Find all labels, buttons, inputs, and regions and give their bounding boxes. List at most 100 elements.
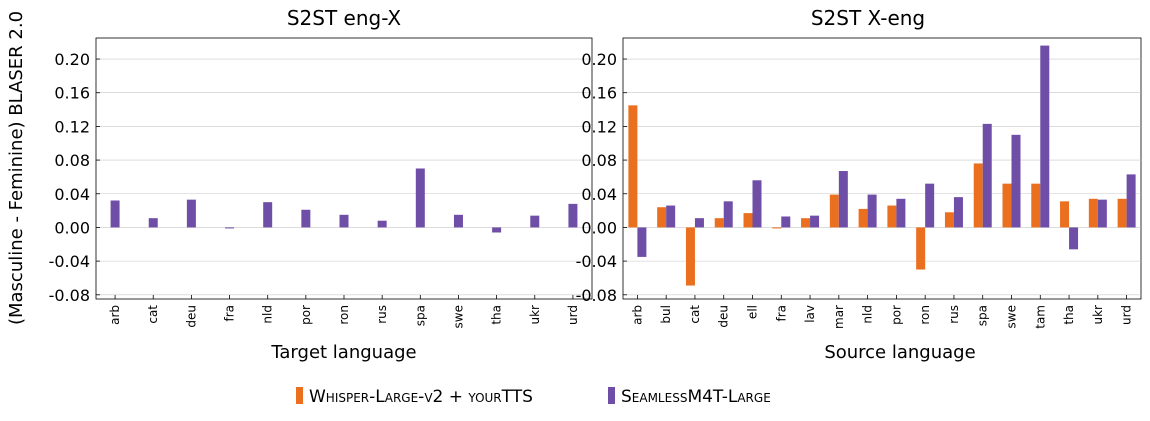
plot-area: -0.08 -0.04 0.00 0.04 0.08 0.12 0.16 0.20 arb bul…	[576, 45, 1141, 329]
bar	[887, 205, 897, 228]
bar	[810, 215, 820, 228]
bar	[1097, 199, 1107, 228]
plot-area: -0.08 -0.04 0.00 0.04 0.08 0.12 0.16 0.20 arb cat…	[49, 50, 592, 328]
chart-eng-x: S2ST eng-X -0.08 -0.04 0.00 0.04 0.08 0.12 0.1…	[49, 6, 593, 363]
bar	[1069, 227, 1079, 250]
bar	[568, 203, 578, 228]
bar	[772, 227, 782, 229]
y-tick-label: 0.00	[54, 218, 90, 237]
x-tick-label: lav	[803, 305, 817, 323]
y-tick-label: 0.00	[581, 218, 617, 237]
legend: Whisper-Large-v2 + yourTTS SeamlessM4T-L…	[296, 387, 771, 407]
bar	[628, 105, 638, 228]
bar	[377, 220, 387, 228]
y-tick-label: 0.12	[54, 117, 90, 136]
bar	[685, 227, 695, 286]
x-tick-label: fra	[774, 305, 788, 322]
x-tick-label: cat	[688, 305, 702, 324]
bar	[781, 216, 791, 228]
bar	[752, 180, 762, 228]
x-tick-label: arb	[108, 305, 122, 325]
legend-swatch	[296, 387, 303, 404]
x-tick-label: ron	[337, 305, 351, 325]
bar	[714, 218, 724, 228]
y-tick-label: -0.08	[576, 286, 617, 305]
bar	[453, 214, 463, 228]
bar	[530, 215, 540, 228]
bar	[838, 171, 848, 228]
y-tick-label: 0.08	[54, 151, 90, 170]
bar	[1031, 183, 1041, 228]
chart-title: S2ST eng-X	[287, 6, 402, 30]
x-tick-label: urd	[566, 305, 580, 325]
bar	[925, 183, 935, 228]
y-tick-label: 0.16	[54, 84, 90, 103]
x-tick-label: arb	[630, 305, 644, 325]
y-tick-label: 0.20	[54, 50, 90, 69]
bar	[263, 202, 273, 228]
x-tick-label: ukr	[1091, 305, 1105, 325]
bar	[339, 214, 349, 228]
x-tick-label: spa	[976, 305, 990, 326]
bar	[186, 199, 196, 228]
bar	[1117, 198, 1127, 228]
bar	[801, 218, 811, 228]
x-tick-label: ell	[746, 305, 760, 319]
x-tick-label: mar	[832, 305, 846, 329]
bar	[694, 218, 704, 228]
bar	[301, 209, 311, 228]
bar	[1060, 201, 1070, 228]
x-tick-label: tha	[490, 305, 504, 325]
bar	[916, 227, 926, 270]
bar	[829, 194, 839, 228]
y-tick-label: -0.04	[49, 252, 90, 271]
bar	[415, 168, 425, 228]
x-tick-label: nld	[261, 305, 275, 324]
x-tick-label: cat	[146, 305, 160, 324]
y-tick-label: 0.12	[581, 117, 617, 136]
y-axis-label: (Masculine - Feminine) BLASER 2.0	[6, 11, 27, 325]
bar	[1126, 174, 1136, 228]
bar	[110, 200, 120, 228]
plot-frame	[622, 37, 1142, 300]
x-tick-label: spa	[413, 305, 427, 326]
x-tick-label: swe	[451, 305, 465, 328]
bar	[982, 123, 992, 228]
x-tick-label: por	[299, 305, 313, 325]
bar	[148, 218, 158, 228]
y-tick-label: 0.08	[581, 151, 617, 170]
chart-x-eng: S2ST X-eng -0.08 -0.04 0.00 0.04 0.08 0.12 0.1…	[576, 6, 1142, 363]
bar	[225, 227, 235, 229]
chart-title: S2ST X-eng	[811, 6, 925, 30]
x-tick-label: swe	[1005, 305, 1019, 328]
x-tick-label: deu	[184, 305, 198, 328]
bar	[944, 212, 954, 228]
bar	[867, 194, 877, 228]
x-tick-label: bul	[659, 305, 673, 324]
x-tick-label: urd	[1120, 305, 1134, 325]
bar	[666, 205, 676, 228]
bar	[492, 227, 502, 233]
legend-label: Whisper-Large-v2 + yourTTS	[309, 387, 533, 407]
bar	[1088, 198, 1098, 228]
legend-label: SeamlessM4T-Large	[621, 387, 771, 407]
y-tick-label: 0.16	[581, 84, 617, 103]
x-axis-label: Target language	[270, 342, 416, 363]
y-tick-label: 0.20	[581, 50, 617, 69]
bar	[657, 207, 667, 228]
bar	[953, 197, 963, 228]
bar	[1040, 45, 1050, 228]
x-tick-label: rus	[947, 305, 961, 324]
bar	[973, 163, 983, 228]
bar	[896, 198, 906, 228]
x-tick-label: por	[889, 305, 903, 325]
plot-frame	[95, 37, 593, 300]
bar	[743, 213, 753, 228]
x-tick-label: fra	[223, 305, 237, 322]
y-tick-label: -0.04	[576, 252, 617, 271]
x-tick-label: rus	[375, 305, 389, 324]
bar	[858, 208, 868, 228]
y-tick-label: -0.08	[49, 286, 90, 305]
x-tick-label: tha	[1062, 305, 1076, 325]
